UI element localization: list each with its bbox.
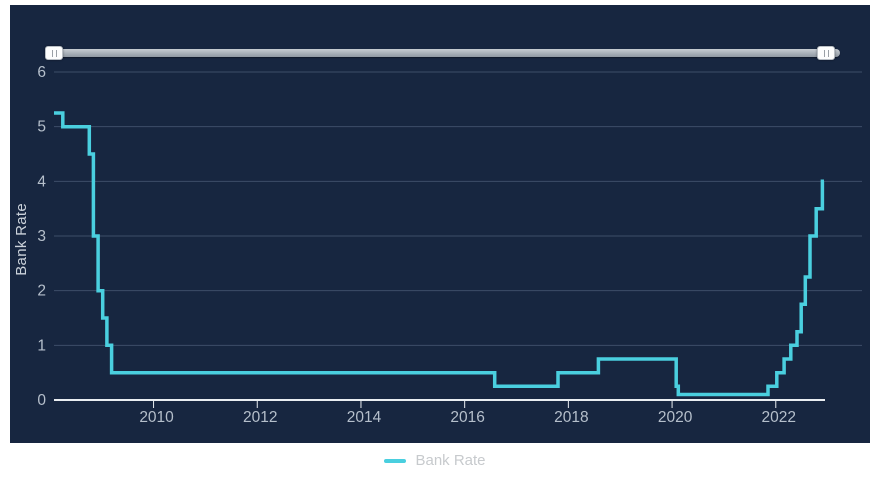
x-tick-label: 2010 [139, 409, 174, 426]
slider-handle-right[interactable] [817, 46, 835, 60]
slider-grip-icon [51, 49, 57, 57]
legend-item-bank-rate[interactable]: Bank Rate [384, 452, 486, 469]
y-axis-title: Bank Rate [13, 203, 30, 276]
x-tick-label: 2014 [347, 409, 382, 426]
y-tick-label: 5 [37, 119, 46, 136]
y-tick-label: 6 [37, 64, 46, 81]
slider-handle-left[interactable] [45, 46, 63, 60]
x-tick-label: 2016 [450, 409, 484, 426]
x-tick-label: 2020 [658, 409, 693, 426]
y-tick-label: 1 [37, 337, 46, 354]
y-tick-label: 0 [37, 392, 46, 409]
slider-grip-icon [823, 49, 829, 57]
legend: Bank Rate [0, 452, 870, 469]
legend-label: Bank Rate [415, 452, 486, 469]
x-tick-label: 2018 [554, 409, 588, 426]
y-tick-label: 3 [37, 228, 46, 245]
date-range-slider-track[interactable] [50, 49, 840, 57]
x-tick-label: 2012 [243, 409, 277, 426]
y-tick-label: 4 [37, 173, 46, 190]
chart-panel [10, 5, 870, 443]
y-tick-label: 2 [37, 283, 46, 300]
x-tick-label: 2022 [762, 409, 796, 426]
bank-rate-line[interactable] [54, 111, 825, 397]
legend-line-swatch [384, 458, 407, 463]
